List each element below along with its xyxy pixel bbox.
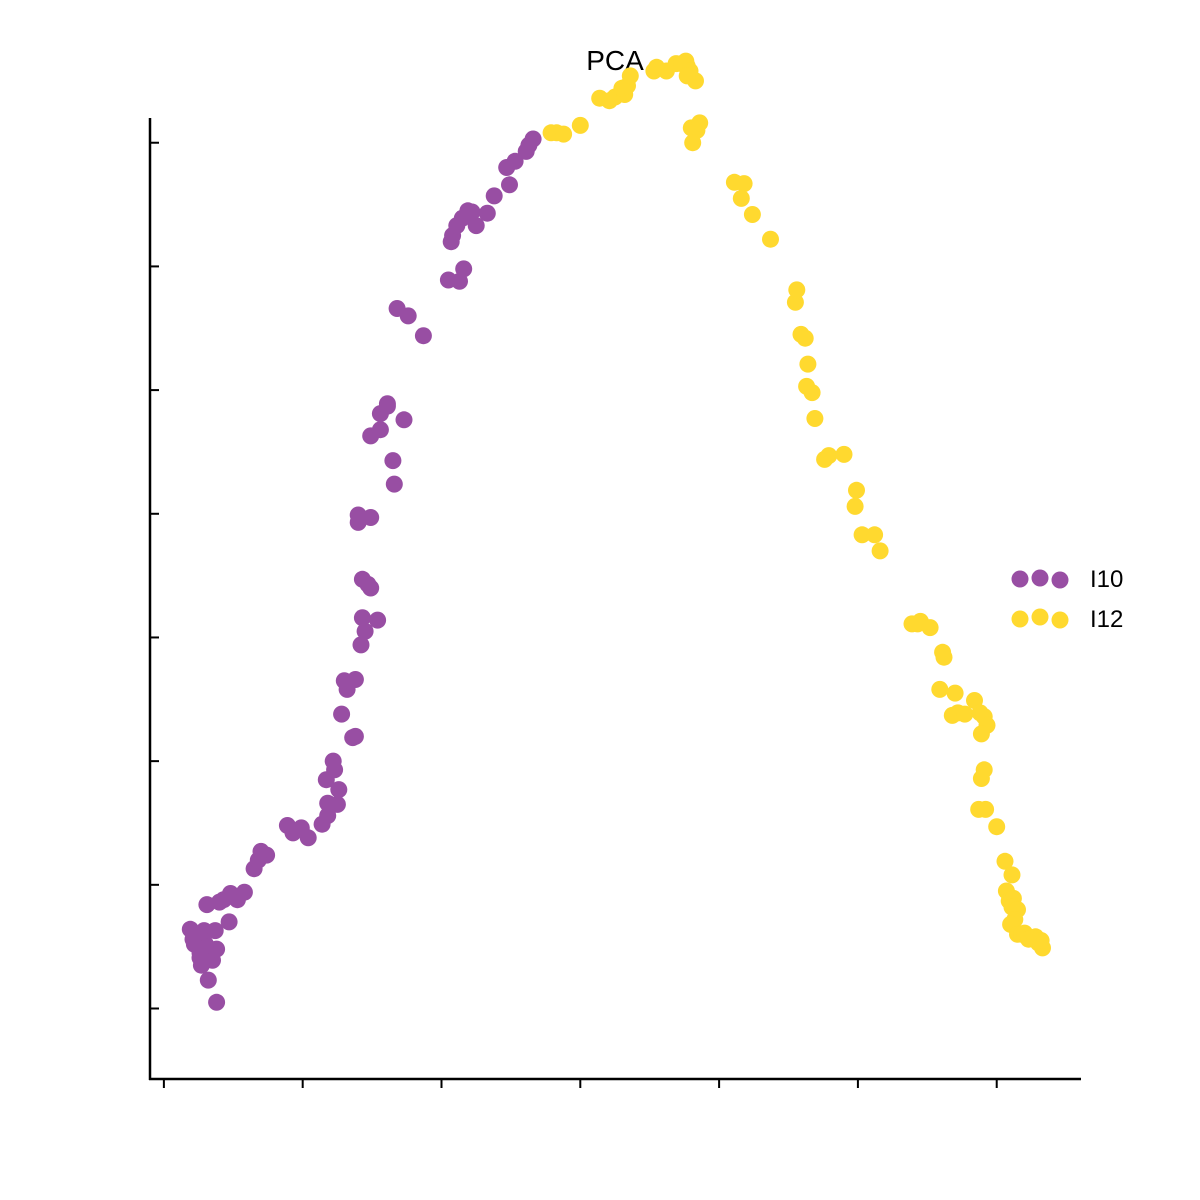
data-point-i12 xyxy=(956,705,974,723)
data-point-i12 xyxy=(921,619,939,637)
data-point-i10 xyxy=(485,187,503,205)
legend-item-i10: I10 xyxy=(1011,566,1123,593)
series-i12 xyxy=(542,52,1051,957)
data-point-i10 xyxy=(467,217,485,235)
data-point-i12 xyxy=(732,189,750,207)
legend-marker-i12 xyxy=(1011,610,1029,628)
data-point-i12 xyxy=(1020,930,1038,948)
data-point-i12 xyxy=(678,67,696,85)
data-point-i12 xyxy=(1032,932,1050,949)
data-point-i10 xyxy=(206,922,224,940)
data-point-i12 xyxy=(571,116,589,134)
data-point-i10 xyxy=(235,883,253,901)
data-point-i10 xyxy=(388,300,406,317)
data-point-i12 xyxy=(972,725,990,743)
legend-marker-i12 xyxy=(1051,611,1069,629)
data-point-i10 xyxy=(378,395,396,413)
data-point-i10 xyxy=(356,622,374,640)
legend-label-i12: I12 xyxy=(1090,606,1123,633)
data-point-i10 xyxy=(252,842,270,860)
data-point-i10 xyxy=(346,727,364,745)
data-point-i10 xyxy=(463,203,481,221)
data-point-i10 xyxy=(455,260,473,278)
legend-marker-i10 xyxy=(1011,570,1029,588)
data-point-i10 xyxy=(192,956,210,974)
data-point-i12 xyxy=(943,706,961,724)
data-point-i12 xyxy=(820,447,838,465)
data-point-i10 xyxy=(353,609,371,627)
data-point-i10 xyxy=(208,993,226,1011)
data-point-i10 xyxy=(330,781,348,799)
data-point-i12 xyxy=(803,384,821,402)
data-point-i12 xyxy=(743,206,761,223)
series-i10 xyxy=(181,130,542,1011)
data-point-i12 xyxy=(935,648,953,666)
data-points xyxy=(181,52,1051,1011)
y-axis-ticks xyxy=(150,141,159,1010)
data-point-i12 xyxy=(871,542,889,560)
data-point-i10 xyxy=(346,671,364,688)
data-point-i10 xyxy=(395,411,413,429)
data-point-i12 xyxy=(1003,866,1021,884)
data-point-i10 xyxy=(324,752,342,770)
legend-label-i10: I10 xyxy=(1090,566,1123,593)
legend-marker-i12 xyxy=(1031,608,1049,626)
data-point-i10 xyxy=(292,819,310,837)
data-point-i12 xyxy=(762,230,779,248)
data-point-i10 xyxy=(220,913,238,931)
legend-item-i12: I12 xyxy=(1011,606,1123,633)
data-point-i10 xyxy=(501,176,518,194)
data-point-i12 xyxy=(799,355,817,373)
data-point-i10 xyxy=(181,920,199,938)
data-point-i10 xyxy=(384,452,402,470)
data-point-i12 xyxy=(796,329,814,347)
legend-marker-i10 xyxy=(1051,571,1069,589)
data-point-i12 xyxy=(977,800,995,818)
data-point-i10 xyxy=(333,705,351,723)
data-point-i12 xyxy=(931,680,949,698)
data-point-i10 xyxy=(369,611,387,629)
data-point-i12 xyxy=(996,852,1014,870)
data-point-i10 xyxy=(352,636,370,654)
x-axis-ticks xyxy=(162,1079,998,1088)
data-point-i10 xyxy=(524,130,542,148)
data-point-i12 xyxy=(972,770,990,787)
data-point-i12 xyxy=(848,481,865,499)
data-point-i12 xyxy=(691,114,709,132)
plot-area xyxy=(148,52,1081,1088)
data-point-i10 xyxy=(362,509,380,526)
data-point-i12 xyxy=(866,526,884,544)
data-point-i12 xyxy=(786,293,804,311)
data-point-i12 xyxy=(835,445,853,463)
data-point-i10 xyxy=(199,971,217,989)
data-point-i10 xyxy=(385,475,403,493)
data-point-i10 xyxy=(278,817,296,834)
data-point-i10 xyxy=(222,885,239,902)
data-point-i10 xyxy=(506,152,524,170)
data-point-i12 xyxy=(946,684,964,702)
data-point-i12 xyxy=(735,175,753,193)
data-point-i12 xyxy=(621,67,639,85)
data-point-i10 xyxy=(319,807,337,825)
data-point-i10 xyxy=(319,794,337,812)
legend-marker-i10 xyxy=(1031,569,1049,587)
data-point-i12 xyxy=(788,281,806,299)
data-point-i10 xyxy=(478,204,496,222)
data-point-i10 xyxy=(371,421,389,439)
data-point-i12 xyxy=(555,125,573,143)
data-point-i12 xyxy=(846,497,864,515)
data-point-i12 xyxy=(684,134,702,152)
data-point-i12 xyxy=(806,410,824,427)
data-point-i10 xyxy=(414,327,432,345)
data-point-i12 xyxy=(853,526,871,544)
data-point-i10 xyxy=(353,570,371,588)
data-point-i12 xyxy=(988,818,1006,836)
legend: I10 I12 xyxy=(1011,566,1123,633)
